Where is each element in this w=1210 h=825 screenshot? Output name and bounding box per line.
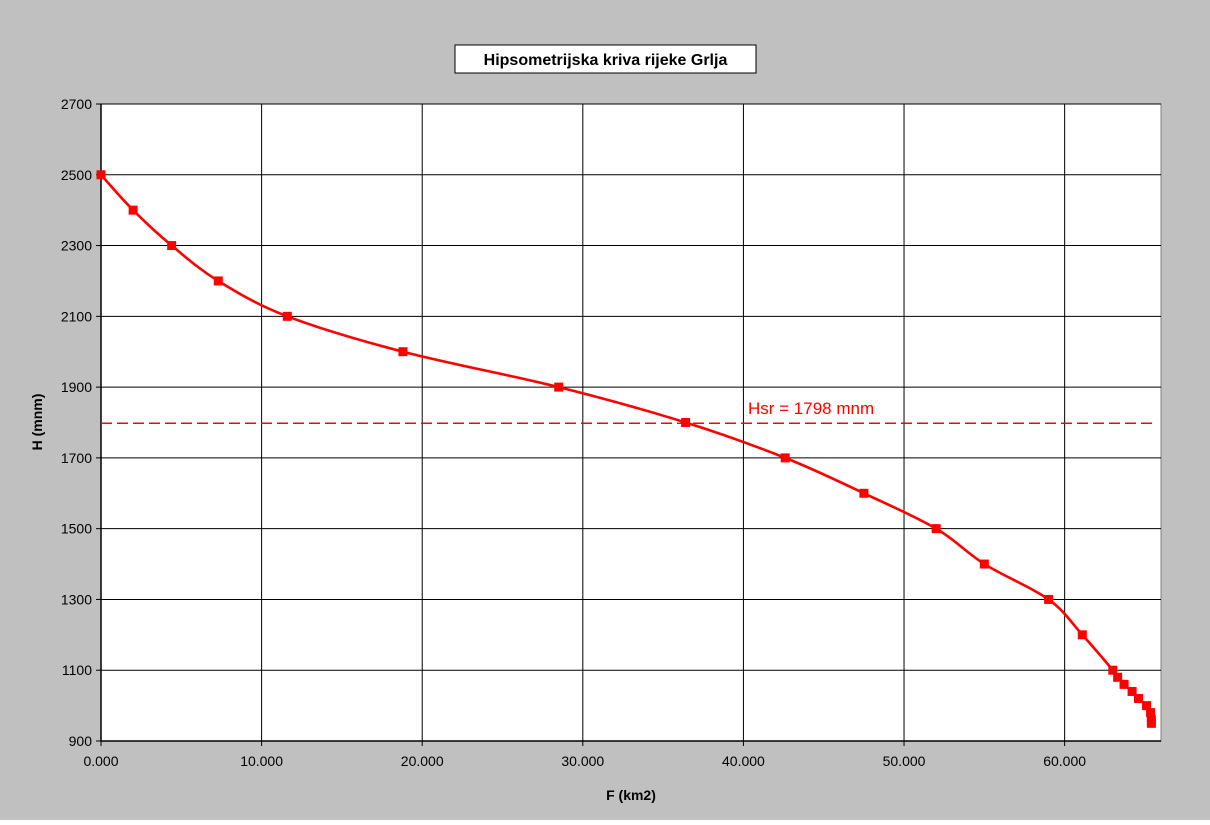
data-point [1127,686,1137,696]
data-point [96,170,106,180]
data-point [1146,718,1156,728]
data-point [979,559,989,569]
data-point [1077,630,1087,640]
y-tick-label: 1300 [61,591,92,607]
y-tick-label: 1700 [61,450,92,466]
y-tick-label: 2100 [61,308,92,324]
data-point [282,311,292,321]
data-point [398,347,408,357]
title-box [454,44,757,74]
data-point [859,488,869,498]
data-point [1119,679,1129,689]
y-axis-label: H (mnm) [29,394,45,451]
data-point [1108,665,1118,675]
data-point [213,276,223,286]
data-point [1146,708,1156,718]
data-point [780,453,790,463]
y-tick-label: 1900 [61,379,92,395]
tick-labels: 0.000 10.000 20.000 30.000 40.000 50.000 60.00… [61,96,1086,769]
y-tick-label: 2300 [61,238,92,254]
y-tick-label: 1100 [62,662,92,678]
data-point [1044,594,1054,604]
y-tick-label: 900 [69,733,93,749]
x-tick-label: 10.000 [240,753,283,769]
x-tick-label: 50.000 [883,753,926,769]
data-point [931,524,941,534]
data-point [128,205,138,215]
x-tick-label: 60.000 [1043,753,1086,769]
data-point [1134,694,1144,704]
x-tick-label: 0.000 [83,753,118,769]
chart-title: Hipsometrijska kriva rijeke Grlja [484,52,728,69]
y-tick-label: 1500 [61,521,92,537]
x-tick-label: 20.000 [401,753,444,769]
y-tick-label: 2500 [61,167,92,183]
data-point [554,382,564,392]
reference-line-group: Hsr = 1798 mnm [101,399,1157,424]
series-group [96,170,1156,728]
grid-lines [101,103,1161,741]
data-point [167,241,177,251]
data-point [681,418,691,427]
x-axis-label: F (km2) [606,787,656,803]
data-point [1113,672,1123,682]
x-tick-label: 40.000 [722,753,765,769]
y-tick-label: 2700 [61,96,92,112]
mean-elevation-label: Hsr = 1798 mnm [748,399,874,418]
data-point [1142,701,1152,711]
x-tick-label: 30.000 [561,753,604,769]
